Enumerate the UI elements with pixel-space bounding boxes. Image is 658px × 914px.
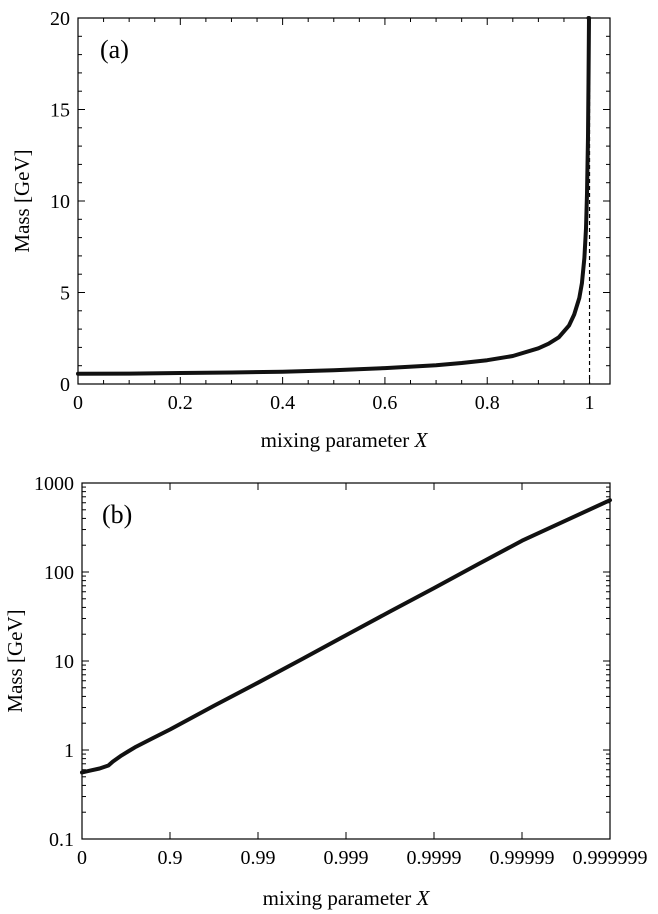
x-tick-label: 1	[585, 392, 595, 414]
panel-b-y-axis-label: Mass [GeV]	[3, 609, 27, 712]
x-tick-label: 0	[73, 392, 83, 414]
y-tick-label: 10	[50, 191, 70, 213]
x-tick-label: 0.999	[324, 847, 369, 869]
y-tick-label: 1	[64, 740, 74, 762]
x-tick-label: 0.99	[241, 847, 276, 869]
y-tick-label: 0	[60, 374, 70, 396]
x-tick-label: 0.4	[270, 392, 295, 414]
panel-a-y-axis-label: Mass [GeV]	[10, 149, 34, 252]
y-tick-label: 0.1	[49, 829, 74, 851]
panel-a-x-axis-label: mixing parameter X	[261, 428, 429, 452]
x-tick-label: 0	[77, 847, 87, 869]
panel-a-label: (a)	[100, 35, 129, 64]
panel-b-x-axis-label: mixing parameter X	[263, 886, 431, 910]
y-tick-label: 15	[50, 100, 70, 122]
panel-b-ticks: 0 0.9 0.99 0.999 0.9999 0.99999 0.999999 0.1 1 10…	[34, 473, 648, 869]
panel-a-plot-frame	[77, 17, 611, 385]
x-tick-label: 0.2	[168, 392, 193, 414]
x-tick-label: 0.9999	[407, 847, 462, 869]
y-tick-label: 5	[60, 283, 70, 305]
panel-a-series-line	[76, 16, 591, 376]
x-tick-label: 0.99999	[490, 847, 555, 869]
y-tick-label: 100	[44, 562, 74, 584]
x-tick-label: 0.8	[475, 392, 500, 414]
y-tick-label: 10	[54, 651, 74, 673]
panel-b: 0 0.9 0.99 0.999 0.9999 0.99999 0.999999 0.1 1 10…	[3, 473, 648, 910]
x-tick-label: 0.6	[372, 392, 397, 414]
x-tick-label: 0.999999	[573, 847, 648, 869]
panel-b-label: (b)	[102, 500, 132, 529]
panel-b-series-line	[80, 498, 612, 775]
y-tick-label: 20	[50, 8, 70, 30]
x-tick-label: 0.9	[158, 847, 183, 869]
y-tick-label: 1000	[34, 473, 74, 495]
